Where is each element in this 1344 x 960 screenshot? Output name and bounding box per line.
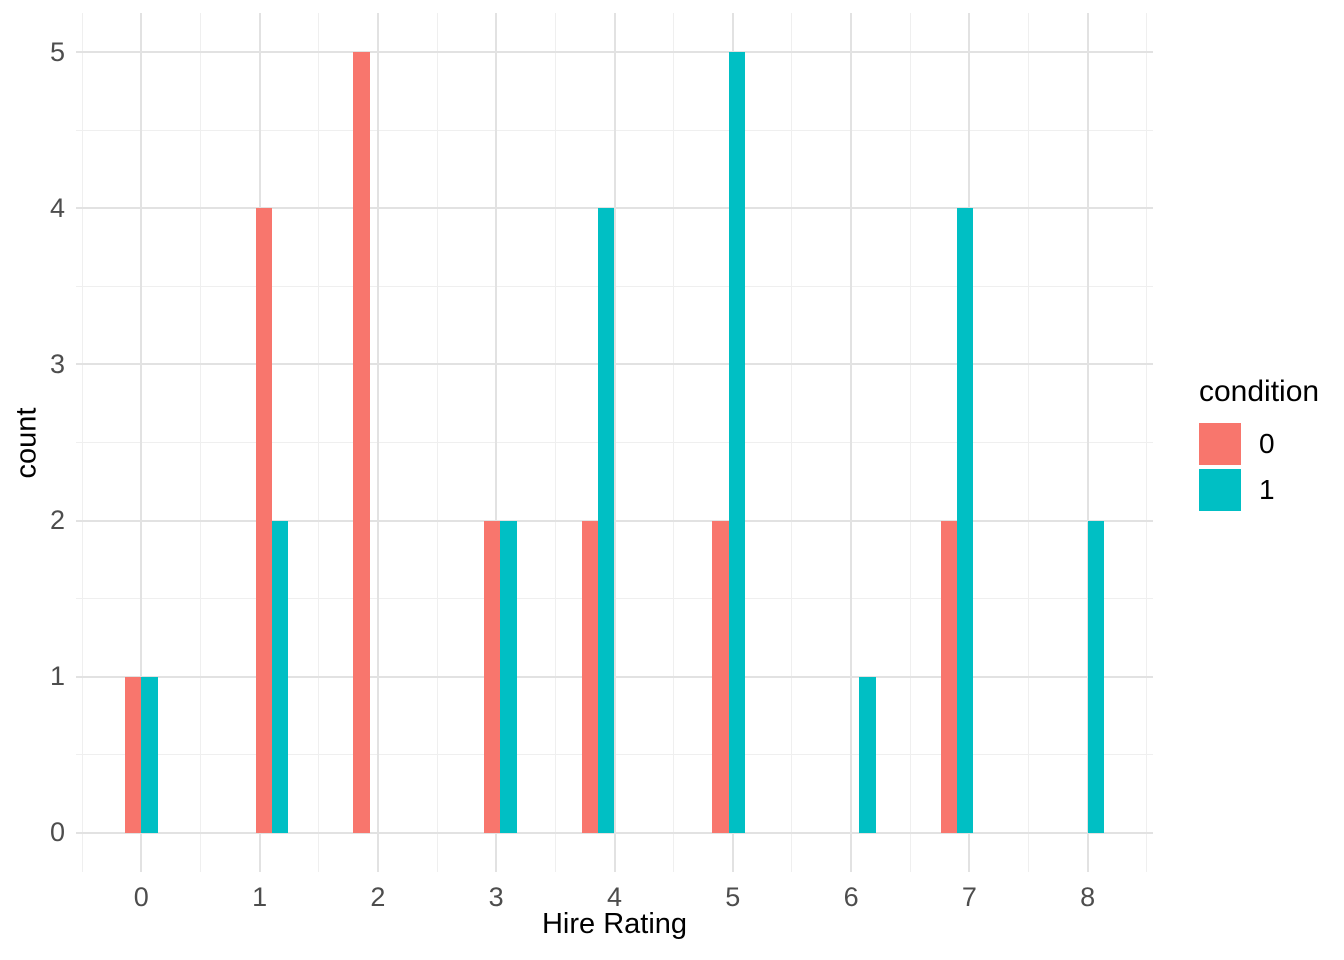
x-tick-label: 7 xyxy=(961,882,977,912)
gridline-major-vertical xyxy=(1086,13,1089,872)
legend-swatch-condition-0 xyxy=(1199,423,1241,465)
legend-swatch-condition-1 xyxy=(1199,469,1241,511)
bar-condition-0 xyxy=(255,208,272,833)
bar-condition-1 xyxy=(957,208,974,833)
legend-label-condition-0: 0 xyxy=(1259,428,1275,459)
bar-condition-0 xyxy=(940,520,958,833)
bar-condition-0 xyxy=(353,52,370,833)
gridline-major-horizontal xyxy=(76,675,1153,678)
gridline-major-horizontal xyxy=(76,207,1153,210)
bar-condition-1 xyxy=(728,52,746,833)
legend-title: condition xyxy=(1199,375,1320,408)
y-tick-label: 3 xyxy=(49,348,65,379)
legend: condition 0 1 xyxy=(1199,375,1319,515)
gridline-major-vertical xyxy=(376,13,379,872)
x-axis-title: Hire Rating xyxy=(541,908,688,940)
bar-condition-1 xyxy=(859,676,876,833)
x-tick-label: 1 xyxy=(252,882,268,912)
x-tick-label: 2 xyxy=(370,882,386,912)
bar-condition-0 xyxy=(124,676,142,833)
gridline-major-horizontal xyxy=(76,831,1153,834)
bar-condition-0 xyxy=(581,520,599,833)
bar-condition-0 xyxy=(483,520,501,833)
gridline-major-horizontal xyxy=(76,51,1153,54)
x-tick-label: 4 xyxy=(606,882,623,912)
gridline-major-vertical xyxy=(850,13,853,872)
gridline-major-vertical xyxy=(495,13,498,872)
y-tick-label: 2 xyxy=(49,505,65,536)
y-axis-title: count xyxy=(10,407,43,479)
gridline-major-horizontal xyxy=(76,363,1153,366)
y-tick-label: 1 xyxy=(49,661,65,692)
x-tick-label: 5 xyxy=(725,882,741,912)
bar-condition-1 xyxy=(500,520,517,833)
y-tick-label: 5 xyxy=(49,36,65,67)
bar-condition-1 xyxy=(141,676,158,833)
y-tick-label: 0 xyxy=(49,817,65,848)
gridline-major-vertical xyxy=(140,13,143,872)
plot-panel xyxy=(76,13,1153,872)
x-tick-label: 6 xyxy=(843,882,859,912)
bar-condition-1 xyxy=(271,520,289,833)
gridline-major-horizontal xyxy=(76,519,1153,522)
x-tick-label: 8 xyxy=(1080,882,1096,912)
bar-condition-0 xyxy=(712,520,729,833)
x-tick-label: 3 xyxy=(488,882,504,912)
bar-condition-1 xyxy=(598,208,615,833)
legend-item-condition-1: 1 xyxy=(1199,469,1319,511)
legend-item-condition-0: 0 xyxy=(1199,423,1319,465)
y-tick-label: 4 xyxy=(49,192,65,223)
gridline-major-vertical xyxy=(613,13,616,872)
legend-label-condition-1: 1 xyxy=(1259,474,1275,505)
x-tick-label: 0 xyxy=(133,882,149,912)
bar-condition-1 xyxy=(1087,520,1104,833)
